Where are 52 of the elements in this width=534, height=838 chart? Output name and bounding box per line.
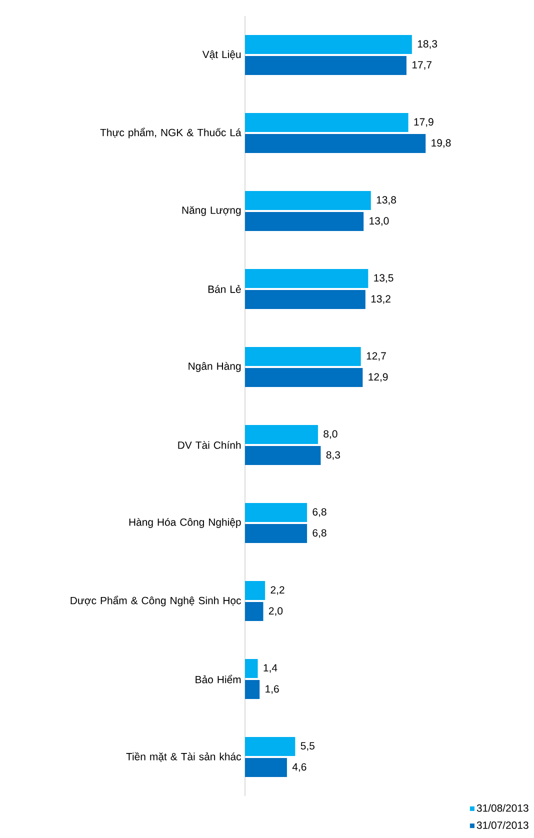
data-label: 18,3 — [418, 40, 438, 49]
data-label: 6,8 — [312, 508, 326, 517]
data-label: 19,8 — [432, 139, 451, 148]
bar — [245, 758, 287, 778]
y-tick-label: Thực phẩm, NGK & Thuốc Lá — [100, 128, 242, 138]
y-tick-label: Vật Liệu — [202, 50, 241, 60]
bar — [245, 56, 406, 75]
bar — [245, 446, 321, 466]
bar — [245, 269, 368, 288]
data-label: 12,7 — [366, 352, 386, 361]
data-label: 13,8 — [376, 196, 396, 205]
bar — [245, 134, 426, 153]
bar — [245, 347, 361, 366]
data-label: 8,0 — [324, 430, 338, 439]
bar — [245, 503, 308, 522]
y-tick-label: Bảo Hiểm — [196, 674, 241, 684]
y-tick-label: Ngân Hàng — [188, 362, 241, 372]
y-tick-label: DV Tài Chính — [178, 441, 241, 449]
legend-label: 31/08/2013 — [476, 804, 528, 812]
data-label: 2,0 — [268, 607, 283, 616]
data-label: 12,9 — [368, 373, 388, 382]
data-label: 1,6 — [266, 685, 279, 694]
data-label: 17,9 — [414, 118, 434, 127]
bar — [245, 602, 264, 622]
y-tick-label: Bán Lẻ — [208, 285, 241, 293]
bar — [245, 290, 366, 309]
bar — [245, 680, 260, 700]
bar — [245, 212, 364, 231]
y-tick-label: Tiền mặt & Tài sản khác — [126, 752, 242, 762]
bar — [245, 659, 258, 678]
bar — [245, 524, 308, 544]
data-label: 4,6 — [292, 763, 306, 772]
data-label: 13,5 — [374, 274, 394, 283]
bar — [245, 737, 296, 756]
data-label: 6,8 — [312, 529, 326, 538]
bar — [245, 368, 363, 388]
data-label: 1,4 — [264, 664, 278, 673]
y-tick-label: Năng Lượng — [182, 206, 241, 216]
bar — [245, 191, 371, 210]
data-label: 8,3 — [326, 451, 340, 460]
y-tick-label: Dược Phẩm & Công Nghệ Sinh Học — [70, 596, 241, 606]
data-label: 17,7 — [412, 61, 432, 70]
data-label: 5,5 — [300, 742, 314, 751]
bar — [245, 34, 412, 54]
data-label: 13,2 — [371, 295, 390, 304]
data-label: 13,0 — [370, 217, 389, 226]
y-tick-label: Hàng Hóa Công Nghiệp — [129, 518, 241, 528]
bar — [245, 425, 318, 444]
bar — [245, 112, 408, 132]
legend-label: 31/07/2013 — [476, 821, 528, 829]
data-label: 2,2 — [270, 586, 284, 595]
bar — [245, 581, 266, 600]
